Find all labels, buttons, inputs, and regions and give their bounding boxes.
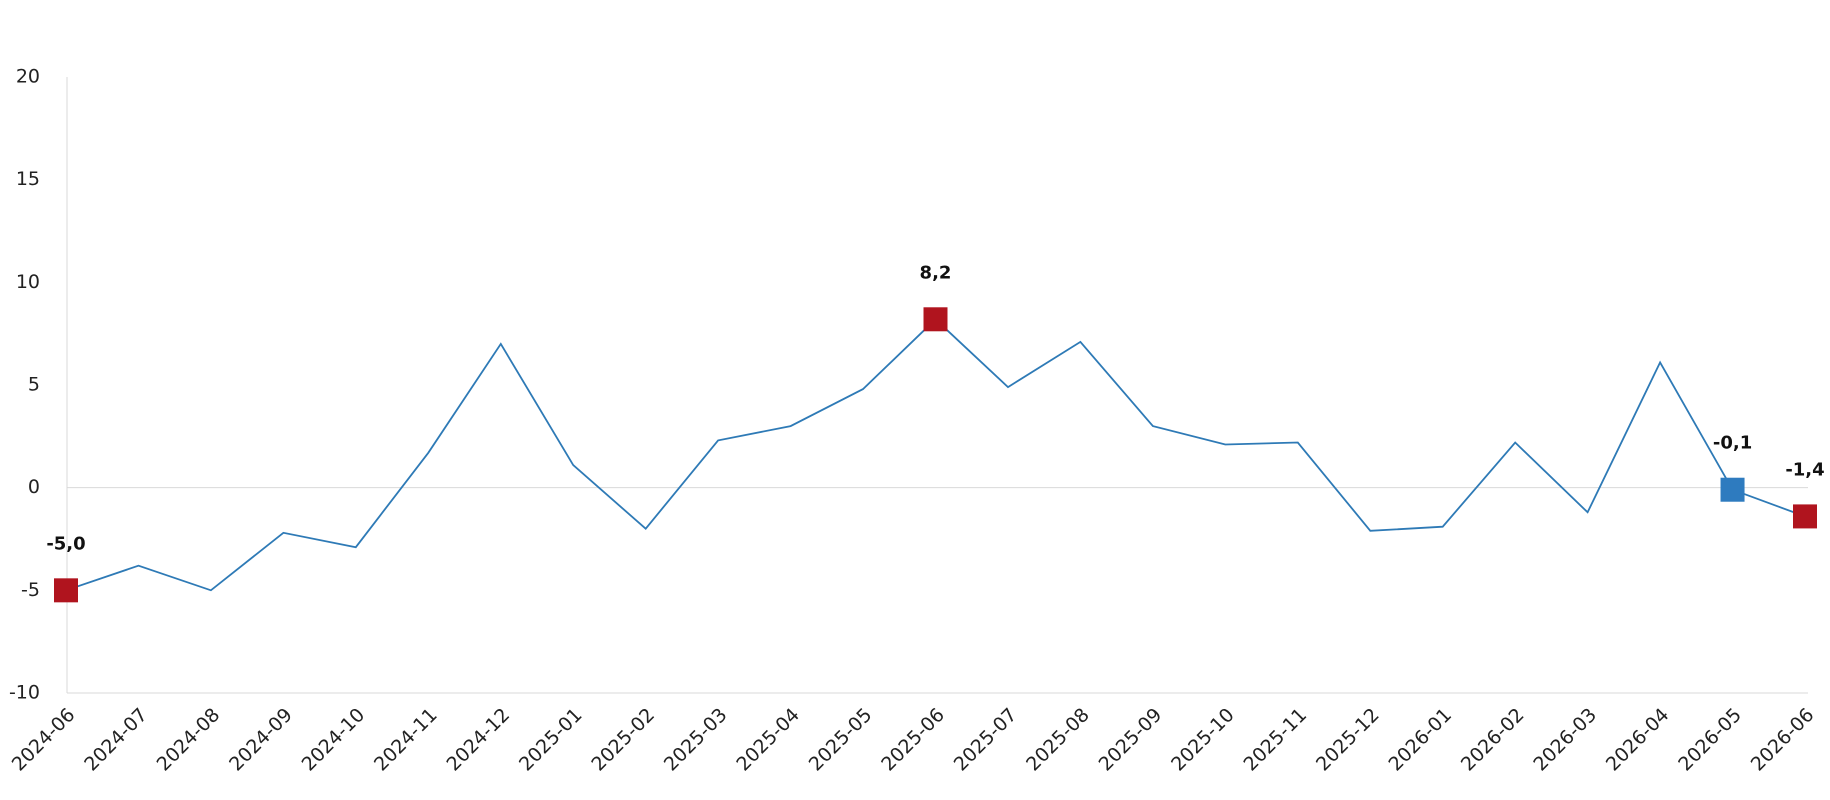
value-label: -5,0	[46, 533, 85, 554]
x-tick-label: 2024-12	[442, 704, 514, 776]
y-tick-label: 10	[16, 271, 40, 293]
point-marker	[923, 307, 948, 332]
x-tick-label: 2026-01	[1384, 704, 1456, 776]
x-tick-label: 2025-10	[1167, 704, 1239, 776]
y-tick-label: -10	[9, 682, 40, 704]
x-tick-label: 2025-11	[1240, 704, 1312, 776]
x-tick-label: 2024-11	[370, 704, 442, 776]
x-tick-label: 2024-10	[298, 704, 370, 776]
x-tick-label: 2024-09	[225, 704, 297, 776]
x-tick-label: 2026-03	[1529, 704, 1601, 776]
x-tick-label: 2025-02	[587, 704, 659, 776]
x-tick-label: 2025-12	[1312, 704, 1384, 776]
x-tick-label: 2025-09	[1095, 704, 1167, 776]
y-tick-label: 20	[16, 66, 40, 88]
x-tick-label: 2026-02	[1457, 704, 1529, 776]
x-tick-label: 2024-06	[8, 704, 80, 776]
x-tick-label: 2024-07	[80, 704, 152, 776]
value-label: -0,1	[1713, 433, 1752, 454]
y-tick-label: 15	[16, 168, 40, 190]
value-label: 8,2	[920, 262, 952, 283]
x-tick-label: 2026-04	[1602, 704, 1674, 776]
x-tick-label: 2025-07	[950, 704, 1022, 776]
x-tick-label: 2025-04	[732, 704, 804, 776]
x-tick-label: 2025-08	[1022, 704, 1094, 776]
y-tick-label: 5	[28, 374, 40, 396]
y-tick-label: -5	[21, 579, 40, 601]
y-tick-label: 0	[28, 476, 40, 498]
x-tick-label: 2026-06	[1747, 704, 1819, 776]
x-tick-label: 2025-05	[805, 704, 877, 776]
point-marker	[1793, 504, 1817, 529]
point-marker	[1720, 477, 1745, 502]
x-tick-label: 2025-06	[877, 704, 949, 776]
data-line	[65, 318, 1806, 592]
x-tick-label: 2025-03	[660, 704, 732, 776]
point-marker	[54, 578, 78, 603]
x-tick-label: 2024-08	[153, 704, 225, 776]
value-label: -1,4	[1785, 459, 1824, 480]
x-tick-label: 2025-01	[515, 704, 587, 776]
x-tick-label: 2026-05	[1674, 704, 1746, 776]
